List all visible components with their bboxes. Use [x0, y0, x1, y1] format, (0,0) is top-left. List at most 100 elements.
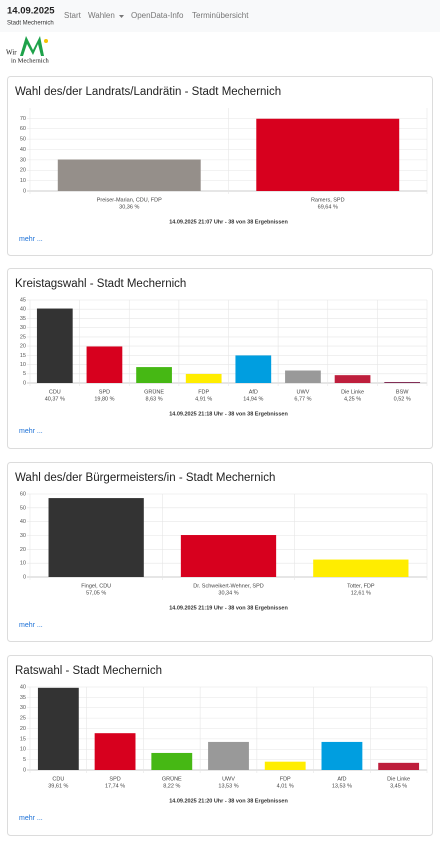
y-tick-label: 10	[20, 178, 26, 184]
more-link[interactable]: mehr ...	[19, 622, 43, 629]
x-tick-label: AfD	[337, 776, 346, 782]
y-tick-label: 0	[23, 767, 26, 773]
chart-title: Kreistagswahl - Stadt Mechernich	[15, 278, 186, 290]
y-tick-label: 15	[20, 736, 26, 742]
y-tick-label: 20	[20, 547, 26, 553]
bar	[86, 346, 123, 383]
bar	[235, 355, 272, 383]
x-tick-label: UWV	[222, 776, 235, 782]
y-tick-label: 30	[20, 533, 26, 539]
y-tick-label: 15	[20, 353, 26, 359]
x-tick-label: Die Linke	[341, 389, 364, 395]
y-tick-label: 60	[20, 126, 26, 132]
bar	[208, 741, 249, 770]
logo-dot	[44, 39, 48, 43]
value-label: 57,05 %	[86, 590, 106, 596]
y-tick-label: 20	[20, 344, 26, 350]
more-link[interactable]: mehr ...	[19, 428, 43, 435]
bar	[321, 741, 363, 770]
logo-mark	[20, 36, 44, 56]
y-tick-label: 0	[23, 574, 26, 580]
value-label: 3,45 %	[390, 783, 407, 789]
y-tick-label: 20	[20, 726, 26, 732]
more-link[interactable]: mehr ...	[19, 815, 43, 822]
y-tick-label: 10	[20, 362, 26, 368]
nav-link[interactable]: Terminübersicht	[192, 11, 249, 20]
bar	[48, 498, 144, 577]
x-tick-label: GRÜNE	[144, 388, 164, 395]
navbar	[0, 0, 440, 32]
y-tick-label: 30	[20, 157, 26, 163]
value-label: 30,34 %	[218, 590, 238, 596]
bar	[136, 367, 172, 383]
nav-link[interactable]: Start	[64, 11, 82, 20]
logo-text: Wir	[6, 49, 17, 57]
nav-link[interactable]: OpenData-Info	[131, 11, 184, 20]
y-tick-label: 40	[20, 519, 26, 525]
value-label: 13,53 %	[218, 783, 238, 789]
bar	[37, 687, 79, 770]
value-label: 17,74 %	[105, 783, 125, 789]
x-tick-label: BSW	[396, 389, 409, 395]
y-tick-label: 40	[20, 307, 26, 313]
bar	[151, 752, 193, 770]
bar	[285, 370, 321, 383]
value-label: 4,91 %	[195, 396, 212, 402]
x-tick-label: AfD	[249, 389, 258, 395]
footnote: 14.09.2025 21:07 Uhr - 38 von 38 Ergebni…	[169, 219, 288, 225]
value-label: 6,77 %	[294, 396, 311, 402]
x-tick-label: Totter, FDP	[347, 583, 375, 589]
bar	[256, 118, 400, 191]
y-tick-label: 35	[20, 316, 26, 322]
x-tick-label: FDP	[280, 776, 291, 782]
x-tick-label: SPD	[99, 389, 110, 395]
value-label: 4,25 %	[344, 396, 361, 402]
nav-link[interactable]: Wahlen	[88, 11, 115, 20]
footnote: 14.09.2025 21:18 Uhr - 38 von 38 Ergebni…	[169, 411, 288, 417]
chart-title: Ratswahl - Stadt Mechernich	[15, 665, 162, 677]
value-label: 0,52 %	[394, 396, 411, 402]
bar	[185, 373, 222, 383]
y-tick-label: 5	[23, 757, 26, 763]
bar	[378, 762, 420, 770]
y-tick-label: 5	[23, 371, 26, 377]
y-tick-label: 35	[20, 695, 26, 701]
value-label: 19,80 %	[94, 396, 114, 402]
value-label: 13,53 %	[332, 783, 352, 789]
footnote: 14.09.2025 21:20 Uhr - 38 von 38 Ergebni…	[169, 798, 288, 804]
more-link[interactable]: mehr ...	[19, 236, 43, 243]
x-tick-label: Fingel, CDU	[81, 583, 111, 589]
value-label: 30,36 %	[119, 204, 139, 210]
value-label: 40,37 %	[45, 396, 65, 402]
y-tick-label: 50	[20, 505, 26, 511]
y-tick-label: 60	[20, 491, 26, 497]
y-tick-label: 45	[20, 297, 26, 303]
y-tick-label: 10	[20, 747, 26, 753]
value-label: 14,94 %	[243, 396, 263, 402]
y-tick-label: 10	[20, 561, 26, 567]
y-tick-label: 20	[20, 168, 26, 174]
x-tick-label: UWV	[297, 389, 310, 395]
x-tick-label: GRÜNE	[162, 775, 182, 782]
logo[interactable]: Wir in Mechernich	[6, 36, 49, 64]
bar	[36, 308, 73, 383]
value-label: 69,64 %	[318, 204, 338, 210]
y-tick-label: 30	[20, 325, 26, 331]
bar	[334, 375, 371, 383]
y-tick-label: 40	[20, 147, 26, 153]
chart-title: Wahl des/der Bürgermeisters/in - Stadt M…	[15, 472, 275, 484]
x-tick-label: Preiser-Marian, CDU, FDP	[97, 197, 162, 203]
value-label: 8,63 %	[146, 396, 163, 402]
bar	[57, 159, 201, 191]
x-tick-label: CDU	[52, 776, 64, 782]
value-label: 8,22 %	[163, 783, 180, 789]
y-tick-label: 30	[20, 705, 26, 711]
bar	[384, 382, 421, 383]
footnote: 14.09.2025 21:19 Uhr - 38 von 38 Ergebni…	[169, 605, 288, 611]
bar	[264, 761, 306, 770]
y-tick-label: 25	[20, 334, 26, 340]
bar	[94, 733, 136, 770]
dropdown-caret	[119, 15, 124, 18]
logo-text: in Mechernich	[11, 57, 49, 64]
